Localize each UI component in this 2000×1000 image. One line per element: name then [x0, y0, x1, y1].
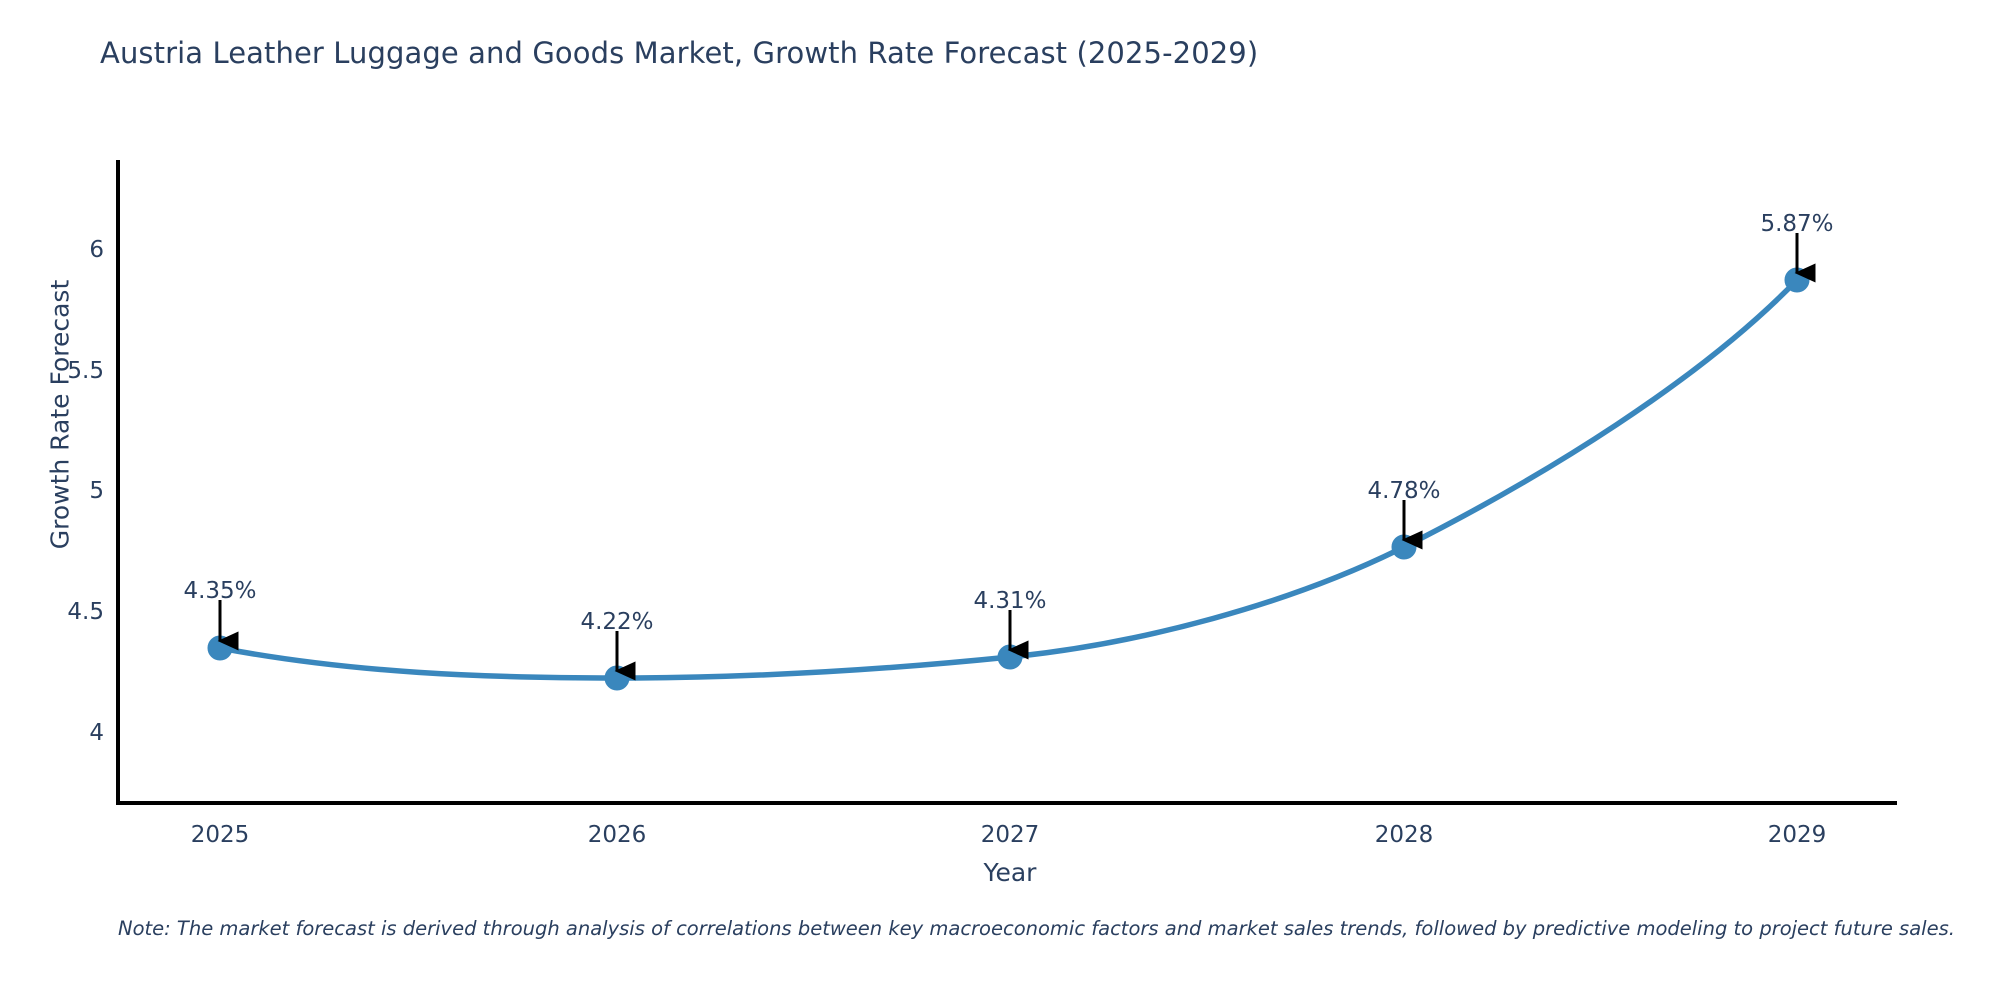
y-tick-label: 4.5 — [67, 599, 104, 625]
x-tick-label: 2029 — [1767, 822, 1827, 848]
chart-note: Note: The market forecast is derived thr… — [118, 917, 1955, 940]
y-tick-label: 4 — [89, 720, 104, 746]
data-point-label: 4.78% — [1367, 478, 1441, 504]
y-tick-label: 5 — [89, 478, 104, 504]
x-tick-label: 2027 — [980, 822, 1040, 848]
page-title: Austria Leather Luggage and Goods Market… — [100, 36, 1259, 70]
data-point-label: 5.87% — [1760, 211, 1834, 237]
x-tick-label: 2028 — [1374, 822, 1434, 848]
x-tick-label: 2026 — [587, 822, 647, 848]
y-tick-label: 6 — [89, 237, 104, 263]
y-tick-label: 5.5 — [67, 358, 104, 384]
x-tick-label: 2025 — [190, 822, 250, 848]
y-axis-tick-labels: 6 5.5 5 4.5 4 — [0, 0, 104, 1000]
data-point-label: 4.35% — [183, 578, 257, 604]
data-point-label: 4.31% — [973, 588, 1047, 614]
data-point-label: 4.22% — [580, 609, 654, 635]
x-axis-title: Year — [983, 858, 1037, 887]
